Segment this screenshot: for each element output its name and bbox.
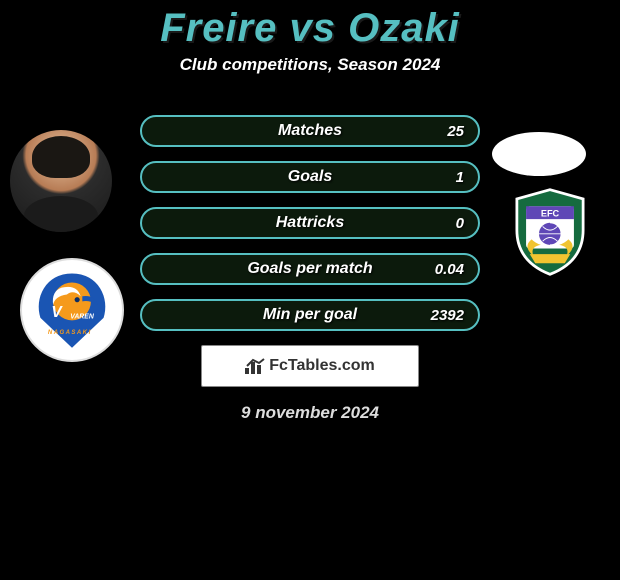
stat-label: Matches (278, 122, 342, 140)
subtitle: Club competitions, Season 2024 (0, 55, 620, 75)
club-badge-left: V VAREN N A G A S A K I (20, 258, 124, 362)
vvaren-icon: V VAREN N A G A S A K I (29, 267, 115, 353)
stat-value-right: 2392 (431, 307, 464, 324)
stat-label: Min per goal (263, 306, 357, 324)
player-avatar-right (492, 132, 586, 176)
svg-text:N A G A S A K I: N A G A S A K I (48, 330, 91, 336)
stat-value-right: 1 (456, 169, 464, 186)
stat-label: Goals (288, 168, 332, 186)
svg-text:V: V (51, 304, 63, 321)
stat-value-right: 0.04 (435, 261, 464, 278)
stat-value-right: 25 (447, 123, 464, 140)
stat-row-matches: Matches 25 (140, 115, 480, 147)
stat-value-right: 0 (456, 215, 464, 232)
stat-label: Goals per match (247, 260, 372, 278)
stat-row-gpm: Goals per match 0.04 (140, 253, 480, 285)
bar-chart-icon (245, 358, 265, 374)
stat-row-mpg: Min per goal 2392 (140, 299, 480, 331)
club-badge-right: EFC (504, 186, 596, 278)
efc-shield-icon: EFC (504, 186, 596, 278)
svg-text:EFC: EFC (541, 208, 560, 218)
svg-text:VAREN: VAREN (70, 314, 95, 321)
watermark-text: FcTables.com (269, 357, 375, 375)
date-line: 9 november 2024 (0, 403, 620, 423)
stat-label: Hattricks (276, 214, 344, 232)
stat-row-goals: Goals 1 (140, 161, 480, 193)
player-avatar-left (10, 130, 112, 232)
watermark: FcTables.com (201, 345, 419, 387)
stats-container: Matches 25 Goals 1 Hattricks 0 Goals per… (140, 115, 480, 331)
stat-row-hattricks: Hattricks 0 (140, 207, 480, 239)
page-title: Freire vs Ozaki (0, 6, 620, 51)
